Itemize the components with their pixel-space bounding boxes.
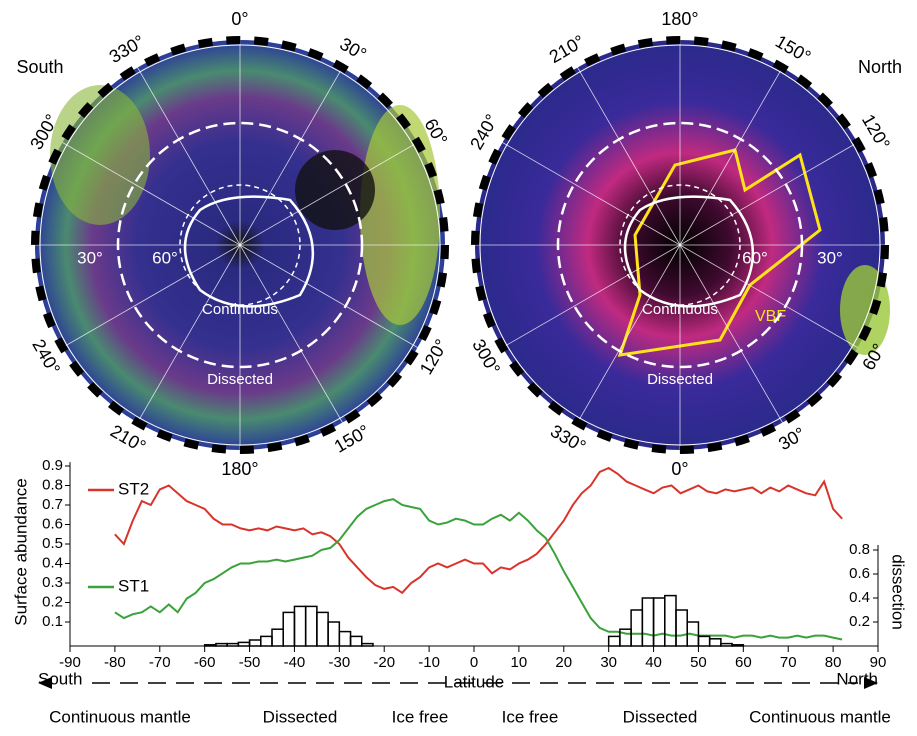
x-tick-label: -90: [59, 654, 81, 671]
map-patch: [50, 85, 150, 225]
y-tick-label: 0.8: [42, 476, 63, 493]
x-tick-label: 0: [470, 654, 478, 671]
profile-chart: -90 -80 -70 -60 -50 -40 -30 -20 -10 0 10 20 30 40 50 60…: [11, 457, 907, 727]
dissection-bar: [306, 606, 317, 646]
y-tick-label: 0.3: [42, 574, 63, 591]
dissection-bar: [642, 598, 653, 646]
angle-label: 180°: [221, 459, 258, 479]
y-axis-label: Surface abundance: [11, 478, 30, 625]
figure: South 0° 30° 60° 120° 150° 180° 210° 240° 30 0° 330…: [0, 0, 917, 731]
dissection-bar: [698, 636, 709, 646]
angle-label: 30°: [775, 423, 809, 454]
y2-tick-label: 0.6: [849, 565, 870, 582]
dissection-bar: [328, 622, 339, 646]
polar-maps: South0°30°60°120°150°180°210°240°300°330…: [16, 9, 902, 479]
dissection-bar: [317, 612, 328, 646]
lat-label: 60°: [742, 248, 768, 267]
x-tick-label: -30: [328, 654, 350, 671]
y-tick-label: 0.5: [42, 535, 63, 552]
x-axis-label: Latitude: [444, 672, 505, 691]
y-tick-label: 0.4: [42, 554, 63, 571]
x-tick-label: -10: [418, 654, 440, 671]
x-tick-label: 70: [780, 654, 797, 671]
angle-label: 180°: [661, 9, 698, 29]
x-tick-label: 80: [825, 654, 842, 671]
zone-label: Dissected: [623, 707, 698, 726]
y-tick-label: 0.2: [42, 593, 63, 610]
x-tick-label: -40: [284, 654, 306, 671]
dissection-bar: [205, 645, 216, 646]
dissection-bar: [351, 636, 362, 646]
x-tick-label: -60: [194, 654, 216, 671]
dissection-bar: [339, 632, 350, 646]
zone-label: Continuous mantle: [49, 707, 191, 726]
zone-label: Continuous: [642, 301, 718, 318]
angle-label: 210°: [546, 31, 588, 67]
x-tick-label: -20: [373, 654, 395, 671]
zone-label: Dissected: [263, 707, 338, 726]
x-tick-label: -70: [149, 654, 171, 671]
angle-label: 30°: [336, 34, 370, 65]
lat-label: 30°: [77, 248, 103, 267]
dissection-bar: [272, 629, 283, 646]
dissection-bar: [665, 596, 676, 646]
angle-label: 150°: [331, 421, 373, 457]
direction-label: North: [836, 669, 878, 688]
x-tick-label: -50: [239, 654, 261, 671]
x-tick-label: 60: [735, 654, 752, 671]
dissection-bar: [238, 642, 249, 646]
series-line: [115, 468, 842, 593]
dissection-bar: [676, 610, 687, 646]
direction-label: South: [38, 669, 82, 688]
x-tick-label: -80: [104, 654, 126, 671]
dissection-bar: [631, 610, 642, 646]
y-tick-label: 0.7: [42, 496, 63, 513]
y-tick-label: 0.6: [42, 515, 63, 532]
y2-tick-label: 0.4: [849, 589, 870, 606]
zone-label: Dissected: [207, 371, 273, 388]
zone-label: Ice free: [502, 707, 559, 726]
angle-label: 240°: [466, 111, 502, 153]
y-tick-label: 0.9: [42, 457, 63, 474]
angle-label: 330°: [106, 31, 148, 67]
angle-label: 0°: [671, 459, 688, 479]
x-tick-label: 10: [511, 654, 528, 671]
x-tick-label: 30: [600, 654, 617, 671]
y2-tick-label: 0.2: [849, 613, 870, 630]
dissection-bar: [216, 644, 227, 646]
x-tick-label: 40: [645, 654, 662, 671]
legend-label: ST2: [118, 479, 149, 498]
dissection-bar: [261, 636, 272, 646]
zone-label: Continuous mantle: [749, 707, 891, 726]
dissection-bar: [710, 639, 721, 646]
hemisphere-label: South: [16, 57, 63, 77]
angle-label: 0°: [231, 9, 248, 29]
lat-label: 60°: [152, 248, 178, 267]
y2-axis-label: dissection: [889, 554, 908, 630]
dissection-bar: [732, 645, 743, 646]
region-label: VBF: [755, 308, 786, 325]
legend-label: ST1: [118, 576, 149, 595]
dissection-bar: [283, 612, 294, 646]
dissection-bar: [250, 640, 261, 646]
series-line: [115, 499, 842, 639]
x-tick-label: 50: [690, 654, 707, 671]
y-tick-label: 0.1: [42, 613, 63, 630]
zone-label: Continuous: [202, 301, 278, 318]
dissection-bar: [227, 644, 238, 646]
y2-tick-label: 0.8: [849, 541, 870, 558]
angle-label: 120°: [416, 336, 452, 378]
lat-label: 30°: [817, 248, 843, 267]
x-tick-label: 20: [555, 654, 572, 671]
dissection-bar: [721, 644, 732, 646]
zone-label: Dissected: [647, 371, 713, 388]
dissection-bar: [654, 598, 665, 646]
hemisphere-label: North: [858, 57, 902, 77]
dissection-bar: [362, 644, 373, 646]
dissection-bar: [294, 606, 305, 646]
dissection-bar: [609, 636, 620, 646]
zone-label: Ice free: [392, 707, 449, 726]
x-tick-label: 90: [870, 654, 887, 671]
